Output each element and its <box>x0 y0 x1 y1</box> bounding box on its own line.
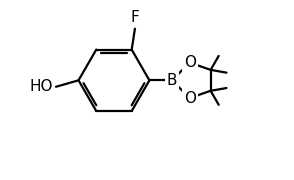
Text: O: O <box>184 91 196 105</box>
Text: B: B <box>167 73 177 88</box>
Text: HO: HO <box>29 79 53 94</box>
Text: F: F <box>131 10 139 26</box>
Text: O: O <box>184 55 196 70</box>
